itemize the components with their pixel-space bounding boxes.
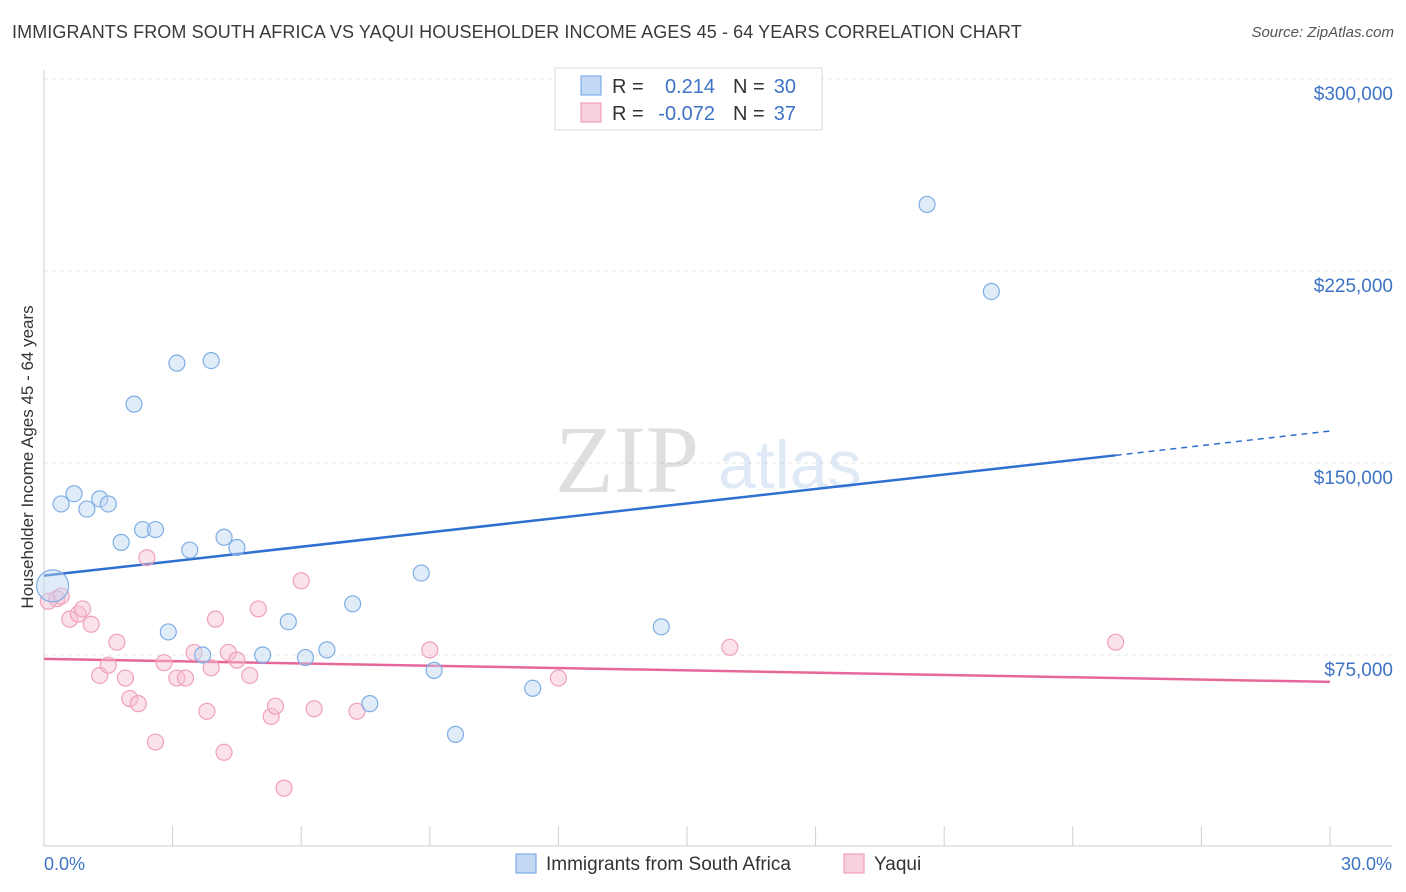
legend-r-label-2: R = (612, 103, 644, 125)
grid-lines (44, 78, 1392, 656)
yaqui-point-6 (82, 615, 100, 633)
watermark-atlas: atlas (718, 427, 862, 503)
legend-r-label-1: R = (612, 76, 644, 98)
y-tick-label-3: $300,000 (1314, 84, 1393, 105)
sa-point-15 (215, 528, 233, 546)
yaqui-point-34 (549, 669, 568, 687)
south-africa-points (35, 195, 1000, 743)
legend-n-value-1: 30 (774, 76, 796, 98)
sa-point-17 (254, 646, 272, 664)
y-tick-labels: $75,000 $150,000 $225,000 $300,000 (1314, 84, 1393, 681)
sa-point-1 (52, 495, 70, 513)
trend-line-south-africa (43, 454, 1116, 577)
series-legend-label-pink: Yaqui (874, 854, 921, 875)
sa-point-29 (982, 282, 1000, 301)
yaqui-point-35 (721, 638, 739, 656)
sa-point-4 (91, 490, 109, 508)
sa-point-16 (228, 538, 246, 557)
sa-point-18 (279, 613, 297, 631)
sa-point-8 (133, 520, 152, 539)
yaqui-point-17 (176, 669, 195, 687)
x-tick-marks (43, 826, 1331, 846)
yaqui-point-19 (198, 702, 216, 720)
yaqui-point-3 (61, 610, 79, 628)
yaqui-point-32 (348, 702, 366, 720)
yaqui-point-5 (73, 600, 92, 618)
sa-point-22 (361, 695, 379, 713)
watermark-zip: ZIP (555, 406, 699, 513)
x-tick-label-min: 0.0% (44, 854, 85, 874)
yaqui-point-25 (241, 666, 259, 685)
sa-point-13 (194, 646, 212, 664)
legend-n-label-2: N = (733, 103, 765, 125)
yaqui-point-21 (206, 610, 225, 628)
trend-lines (43, 430, 1331, 684)
sa-point-0 (35, 569, 70, 603)
yaqui-point-22 (215, 743, 233, 761)
sa-point-6 (112, 533, 130, 551)
yaqui-point-20 (202, 659, 220, 677)
series-legend-swatch-blue (515, 853, 537, 874)
sa-point-11 (168, 354, 186, 372)
yaqui-point-8 (99, 656, 117, 674)
yaqui-point-13 (138, 549, 156, 567)
yaqui-point-2 (52, 587, 70, 605)
sa-point-10 (159, 623, 177, 641)
sa-point-28 (918, 195, 936, 214)
trend-line-south-africa-extension (1115, 430, 1331, 457)
yaqui-point-9 (108, 633, 126, 651)
yaqui-point-15 (155, 654, 173, 672)
yaqui-point-26 (249, 600, 267, 618)
source-credit: Source: ZipAtlas.com (1251, 24, 1394, 41)
sa-point-24 (425, 661, 443, 679)
series-legend: Immigrants from South Africa Yaqui (515, 853, 921, 875)
legend-r-value-2: -0.072 (658, 103, 715, 125)
y-axis-label: Householder Income Ages 45 - 64 years (18, 305, 37, 608)
yaqui-point-10 (116, 669, 135, 687)
sa-point-20 (318, 641, 336, 659)
yaqui-point-28 (266, 697, 285, 715)
sa-point-26 (524, 679, 542, 697)
yaqui-point-27 (262, 707, 280, 726)
y-tick-label-1: $150,000 (1314, 468, 1393, 489)
series-legend-label-blue: Immigrants from South Africa (546, 854, 791, 875)
sa-point-3 (78, 500, 96, 518)
yaqui-point-29 (275, 779, 293, 797)
yaqui-point-12 (129, 695, 147, 713)
sa-point-23 (412, 564, 430, 582)
sa-point-2 (65, 485, 83, 503)
sa-point-21 (344, 595, 362, 613)
yaqui-point-31 (305, 700, 323, 718)
legend-swatch-pink (580, 102, 602, 123)
sa-point-14 (202, 352, 220, 370)
yaqui-points (39, 549, 1125, 797)
legend-r-value-1: 0.214 (665, 76, 715, 98)
legend-swatch-blue (580, 75, 602, 96)
yaqui-point-36 (1107, 633, 1125, 651)
sa-point-7 (125, 395, 143, 413)
x-tick-label-max: 30.0% (1341, 854, 1392, 874)
watermark: ZIP atlas (555, 406, 862, 513)
series-legend-swatch-pink (843, 853, 865, 874)
sa-point-9 (146, 520, 165, 539)
sa-point-12 (181, 541, 199, 559)
y-tick-label-2: $225,000 (1314, 276, 1393, 297)
chart-title: IMMIGRANTS FROM SOUTH AFRICA VS YAQUI HO… (12, 22, 1022, 42)
sa-point-5 (99, 495, 117, 513)
trend-line-yaqui (43, 657, 1331, 684)
yaqui-point-33 (421, 641, 439, 659)
legend-n-value-2: 37 (774, 103, 796, 125)
yaqui-point-30 (292, 572, 310, 590)
sa-point-25 (446, 725, 465, 743)
yaqui-point-14 (146, 733, 165, 751)
legend-n-label-1: N = (733, 76, 765, 98)
yaqui-point-24 (228, 651, 246, 669)
sa-point-27 (652, 618, 670, 636)
y-tick-label-0: $75,000 (1324, 660, 1393, 681)
legend-box: R = 0.214 N = 30 R = -0.072 N = 37 (554, 67, 823, 131)
sa-point-19 (296, 648, 315, 667)
yaqui-point-11 (121, 689, 139, 708)
